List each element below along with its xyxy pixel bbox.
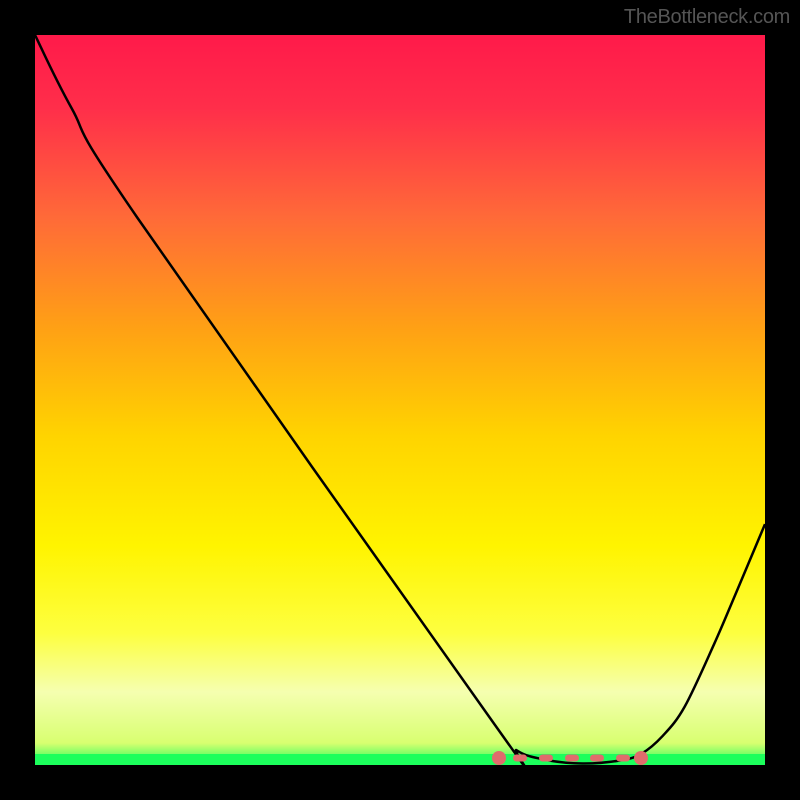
trough-dash xyxy=(590,755,604,762)
trough-dot xyxy=(634,751,648,765)
trough-dash xyxy=(539,755,553,762)
bottleneck-chart xyxy=(35,35,765,765)
trough-dash xyxy=(616,755,630,762)
curve-path xyxy=(35,35,765,765)
trough-dash xyxy=(565,755,579,762)
trough-dash xyxy=(513,755,527,762)
chart-curve xyxy=(35,35,765,765)
watermark-text: TheBottleneck.com xyxy=(624,6,790,29)
trough-dot xyxy=(492,751,506,765)
